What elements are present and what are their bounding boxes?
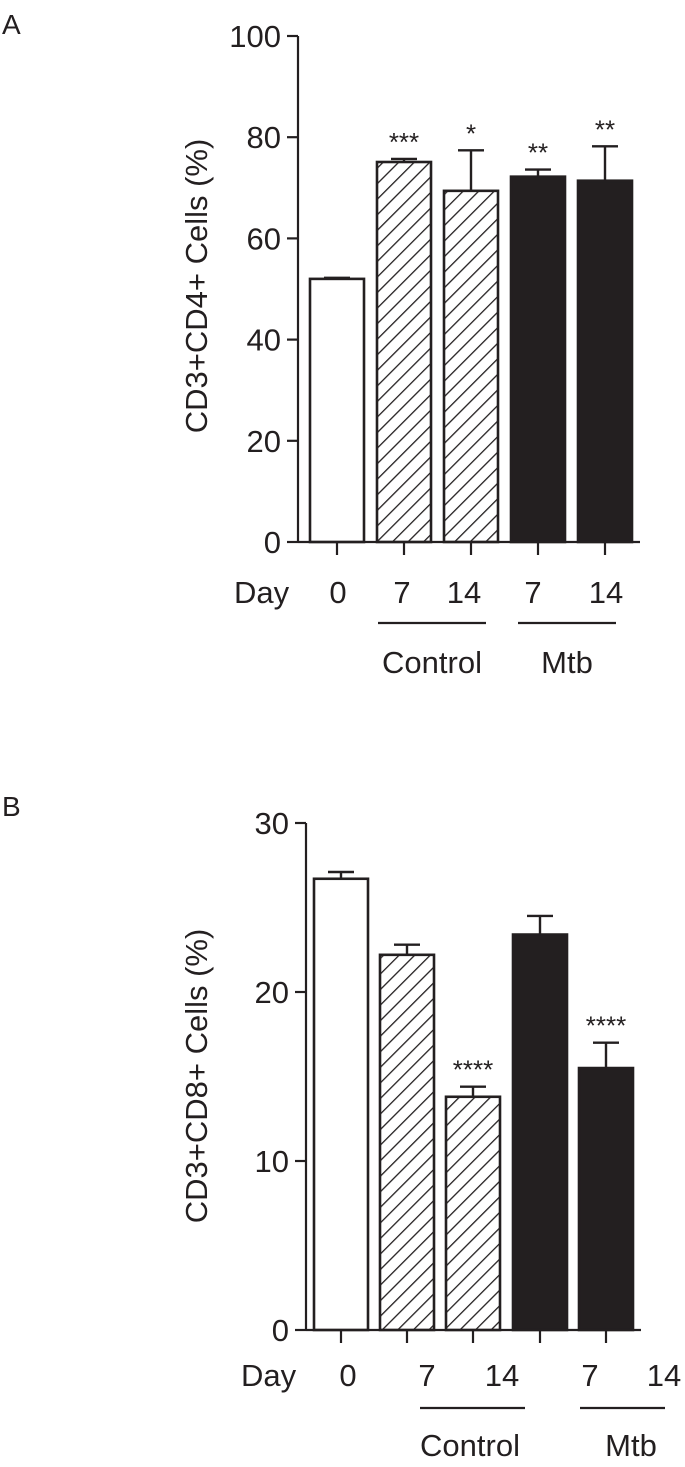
panel-a-y-axis-label: CD3+CD4+ Cells (%) — [179, 139, 214, 434]
panel-b-significance-2: **** — [453, 1055, 493, 1085]
panel-a-y-tick-label-4: 80 — [247, 120, 281, 155]
panel-a-category-label-1: 7 — [393, 575, 410, 610]
panel-b-category-label-4: 14 — [647, 1358, 681, 1393]
panel-a-x-axis-prefix: Day — [234, 575, 290, 610]
panel-b-bars: **** **** — [312, 870, 635, 1332]
panel-a-significance-3: ** — [528, 138, 548, 168]
panel-a-y-tick-label-1: 20 — [247, 424, 281, 459]
panel-b-bar-2 — [444, 1095, 502, 1332]
panel-a-y-tick-label-2: 40 — [247, 323, 281, 358]
panel-b-category-label-3: 7 — [581, 1358, 598, 1393]
panel-a-bars: *** ***** — [308, 114, 634, 544]
panel-b-y-tick-label-1: 10 — [255, 1144, 289, 1179]
panel-b-y-tick-label-0: 0 — [272, 1313, 289, 1348]
panel-b-axes: 0 10 20 30 0 7 14 7 14 Control Mtb — [255, 806, 682, 1463]
panel-a-y-tick-label-0: 0 — [264, 525, 281, 560]
panel-b-category-label-1: 7 — [418, 1358, 435, 1393]
panel-a: A CD3+CD4+ Cells (%) Day *** ***** 020406… — [2, 9, 640, 680]
panel-b-bar-3 — [511, 933, 569, 1332]
panel-a-significance-2: * — [466, 118, 476, 148]
panel-a-bar-4 — [576, 179, 634, 544]
panel-a-y-tick-label-3: 60 — [247, 221, 281, 256]
panel-a-bar-1 — [375, 160, 433, 544]
panel-b-category-label-0: 0 — [339, 1358, 356, 1393]
panel-b-x-axis-prefix: Day — [241, 1358, 297, 1393]
panel-a-bar-2 — [442, 189, 500, 544]
panel-a-category-label-3: 7 — [524, 575, 541, 610]
panel-a-significance-1: *** — [389, 127, 419, 157]
panel-b: B CD3+CD8+ Cells (%) Day **** **** 0 10 20 3… — [2, 791, 681, 1463]
panel-b-bar-4 — [577, 1066, 635, 1332]
panel-b-significance-4: **** — [586, 1011, 626, 1041]
panel-a-category-label-2: 14 — [447, 575, 481, 610]
panel-b-group-label-1: Mtb — [605, 1428, 657, 1463]
panel-b-letter: B — [2, 791, 21, 822]
panel-a-axes: 0 20 40 60 80 100 0 7 14 7 14 Control Mtb — [229, 19, 640, 680]
panel-a-letter: A — [2, 9, 21, 40]
panel-a-bar-3 — [509, 175, 567, 544]
panel-b-group-label-0: Control — [420, 1428, 520, 1463]
panel-a-significance-4: ** — [595, 114, 615, 144]
panel-b-y-tick-label-2: 20 — [255, 975, 289, 1010]
panel-a-category-label-0: 0 — [329, 575, 346, 610]
panel-a-y-tick-label-5: 100 — [229, 19, 281, 54]
panel-a-group-label-1: Mtb — [541, 645, 593, 680]
panel-b-bar-1 — [378, 953, 436, 1332]
panel-b-bar-0 — [312, 877, 370, 1332]
panel-a-category-label-4: 14 — [589, 575, 623, 610]
panel-b-y-axis-label: CD3+CD8+ Cells (%) — [179, 929, 214, 1224]
panel-b-y-tick-label-3: 30 — [255, 806, 289, 841]
panel-b-category-label-2: 14 — [485, 1358, 519, 1393]
panel-a-group-label-0: Control — [382, 645, 482, 680]
panel-a-bar-0 — [308, 277, 366, 544]
